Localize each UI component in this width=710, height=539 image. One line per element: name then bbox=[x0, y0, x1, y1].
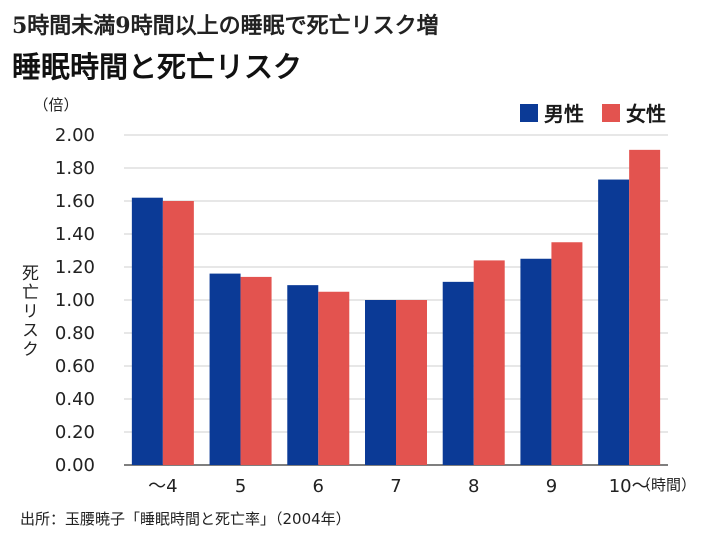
x-unit-label: （時間） bbox=[636, 476, 696, 494]
bar-male-1 bbox=[209, 273, 241, 465]
legend-label-male: 男性 bbox=[544, 102, 584, 126]
bars bbox=[131, 149, 661, 466]
bar-male-5 bbox=[520, 258, 552, 465]
y-tick-label: 1.60 bbox=[55, 191, 95, 212]
y-tick-label: 2.00 bbox=[55, 125, 95, 146]
y-tick-label: 1.20 bbox=[55, 257, 95, 278]
legend-item-male: 男性 bbox=[520, 98, 584, 127]
y-tick-label: 0.80 bbox=[55, 323, 95, 344]
y-tick-label: 0.00 bbox=[55, 455, 95, 476]
legend: 男性 女性 bbox=[502, 98, 666, 127]
y-tick-label: 0.40 bbox=[55, 389, 95, 410]
chart-subtitle: 5時間未満9時間以上の睡眠で死亡リスク増 bbox=[12, 13, 439, 39]
bar-female-0 bbox=[162, 201, 194, 465]
source-note: 出所：玉腰暁子「睡眠時間と死亡率」（2004年） bbox=[20, 510, 351, 528]
bar-female-1 bbox=[240, 276, 272, 465]
y-tick-label: 0.20 bbox=[55, 422, 95, 443]
x-tick-label: 5 bbox=[235, 476, 246, 497]
y-unit-label: （倍） bbox=[33, 96, 78, 114]
x-tick-labels: 〜4 5 6 7 8 9 10〜 bbox=[148, 476, 649, 497]
y-tick-labels: 0.00 0.20 0.40 0.60 0.80 1.00 1.20 1.40 1.60 1.80… bbox=[55, 125, 95, 476]
x-tick-label: 8 bbox=[468, 476, 479, 497]
bar-female-5 bbox=[551, 242, 583, 465]
y-tick-label: 0.60 bbox=[55, 356, 95, 377]
y-tick-label: 1.00 bbox=[55, 290, 95, 311]
bar-female-2 bbox=[318, 291, 350, 465]
x-tick-label: 10〜 bbox=[609, 476, 650, 497]
legend-item-female: 女性 bbox=[602, 98, 666, 127]
y-tick-label: 1.40 bbox=[55, 224, 95, 245]
legend-label-female: 女性 bbox=[626, 102, 666, 126]
bar-female-4 bbox=[473, 260, 505, 465]
chart-title: 睡眠時間と死亡リスク bbox=[12, 50, 303, 84]
bar-female-3 bbox=[396, 300, 427, 465]
x-tick-label: 〜4 bbox=[148, 476, 177, 497]
bar-male-3 bbox=[365, 300, 396, 465]
x-tick-label: 9 bbox=[546, 476, 557, 497]
bar-male-6 bbox=[598, 179, 630, 466]
bar-male-4 bbox=[442, 281, 474, 465]
bar-male-0 bbox=[131, 197, 163, 465]
x-tick-label: 6 bbox=[313, 476, 324, 497]
bar-male-2 bbox=[287, 285, 319, 465]
y-axis-label: 死亡リスク bbox=[18, 264, 39, 359]
bar-female-6 bbox=[629, 149, 661, 465]
legend-swatch-male bbox=[520, 103, 538, 122]
x-tick-label: 7 bbox=[390, 476, 401, 497]
legend-swatch-female bbox=[602, 103, 620, 122]
y-tick-label: 1.80 bbox=[55, 158, 95, 179]
